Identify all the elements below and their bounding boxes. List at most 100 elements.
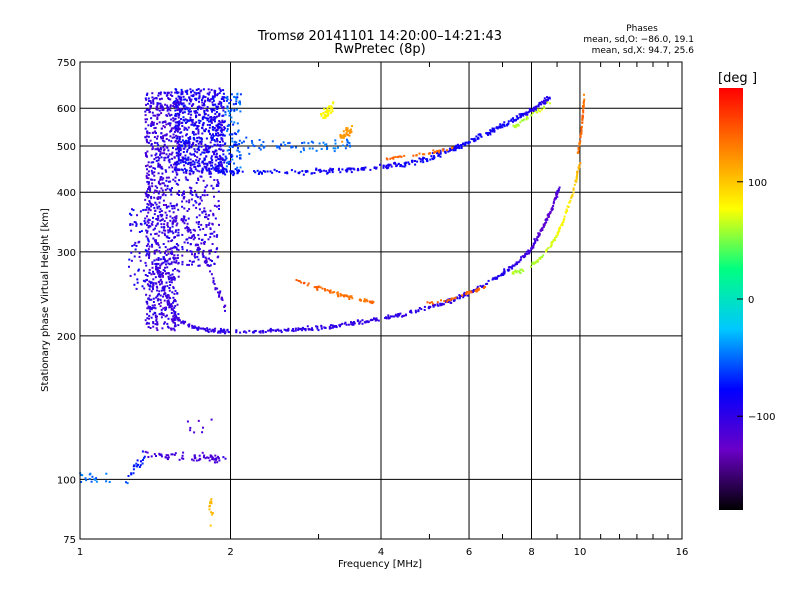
echo-point <box>216 247 219 250</box>
echo-point <box>544 218 547 221</box>
echo-point <box>203 210 206 213</box>
echo-point <box>531 112 534 114</box>
echo-point <box>546 100 549 103</box>
echo-point <box>148 322 150 325</box>
echo-point <box>151 286 154 289</box>
echo-point <box>160 136 162 139</box>
echo-point <box>179 161 182 164</box>
echo-point <box>364 300 366 303</box>
echo-point <box>330 105 333 108</box>
echo-point <box>422 161 425 164</box>
echo-point <box>220 131 223 134</box>
echo-point <box>415 154 418 157</box>
echo-point <box>502 273 505 276</box>
echo-point <box>153 252 156 254</box>
echo-point <box>284 171 287 174</box>
echo-point <box>178 95 181 98</box>
echo-point <box>170 129 173 132</box>
echo-point <box>350 321 352 324</box>
echo-point <box>181 200 184 203</box>
echo-point <box>532 245 535 247</box>
echo-point <box>353 322 356 325</box>
echo-point <box>183 119 186 122</box>
echo-point <box>340 294 343 296</box>
echo-point <box>231 145 234 148</box>
echo-point <box>174 91 177 94</box>
echo-point <box>214 112 217 115</box>
echo-point <box>348 142 351 144</box>
echo-point <box>156 329 159 331</box>
echo-point <box>280 331 283 334</box>
echo-point <box>164 120 167 123</box>
echo-point <box>183 98 186 101</box>
echo-point <box>195 88 198 91</box>
echo-point <box>214 251 217 253</box>
echo-point <box>326 172 329 175</box>
echo-point <box>196 106 199 109</box>
echo-point <box>223 161 226 164</box>
echo-point <box>175 139 177 142</box>
echo-point <box>176 99 179 102</box>
echo-point <box>560 223 563 226</box>
echo-point <box>259 331 262 334</box>
echo-point <box>128 258 131 261</box>
echo-point <box>325 109 328 112</box>
echo-point <box>170 261 173 264</box>
echo-point <box>209 502 211 505</box>
echo-point <box>515 271 518 274</box>
echo-point <box>324 115 327 118</box>
echo-point <box>198 237 201 240</box>
echo-point <box>352 167 355 170</box>
echo-point <box>531 261 534 264</box>
echo-point <box>215 168 217 171</box>
echo-point <box>147 456 150 458</box>
echo-point <box>531 262 534 265</box>
echo-point <box>439 151 442 153</box>
echo-point <box>262 146 265 149</box>
echo-point <box>192 136 195 139</box>
echo-point <box>132 465 135 468</box>
echo-point <box>581 118 584 121</box>
echo-point <box>214 91 216 94</box>
echo-point <box>171 273 174 276</box>
echo-point <box>530 109 533 112</box>
echo-point <box>319 168 322 171</box>
echo-point <box>176 318 179 321</box>
echo-point <box>227 331 230 333</box>
echo-point <box>558 186 561 189</box>
echo-point <box>532 242 535 245</box>
echo-point <box>525 111 528 114</box>
echo-point <box>160 282 163 285</box>
echo-point <box>167 205 170 208</box>
echo-point <box>191 123 194 126</box>
echo-point <box>202 148 205 151</box>
echo-point <box>210 172 213 175</box>
echo-point <box>176 222 179 225</box>
echo-point <box>155 218 158 220</box>
echo-point <box>192 124 195 127</box>
echo-point <box>195 97 198 100</box>
echo-point <box>227 163 230 165</box>
echo-point <box>210 418 213 421</box>
echo-point <box>156 299 159 302</box>
echo-point <box>150 169 153 172</box>
echo-point <box>334 139 337 142</box>
echo-point <box>172 320 175 322</box>
echo-point <box>152 278 155 281</box>
echo-point <box>545 99 547 102</box>
echo-point <box>213 283 216 285</box>
echo-point <box>217 181 220 184</box>
echo-point <box>155 156 158 159</box>
echo-point <box>301 329 304 332</box>
echo-point <box>234 96 237 99</box>
echo-point <box>170 247 172 250</box>
echo-point <box>512 117 514 120</box>
echo-point <box>136 459 139 462</box>
echo-point <box>143 287 146 290</box>
echo-point <box>198 214 201 217</box>
echo-point <box>174 180 177 183</box>
echo-point <box>324 327 327 329</box>
echo-point <box>176 142 179 145</box>
echo-point <box>234 168 237 171</box>
